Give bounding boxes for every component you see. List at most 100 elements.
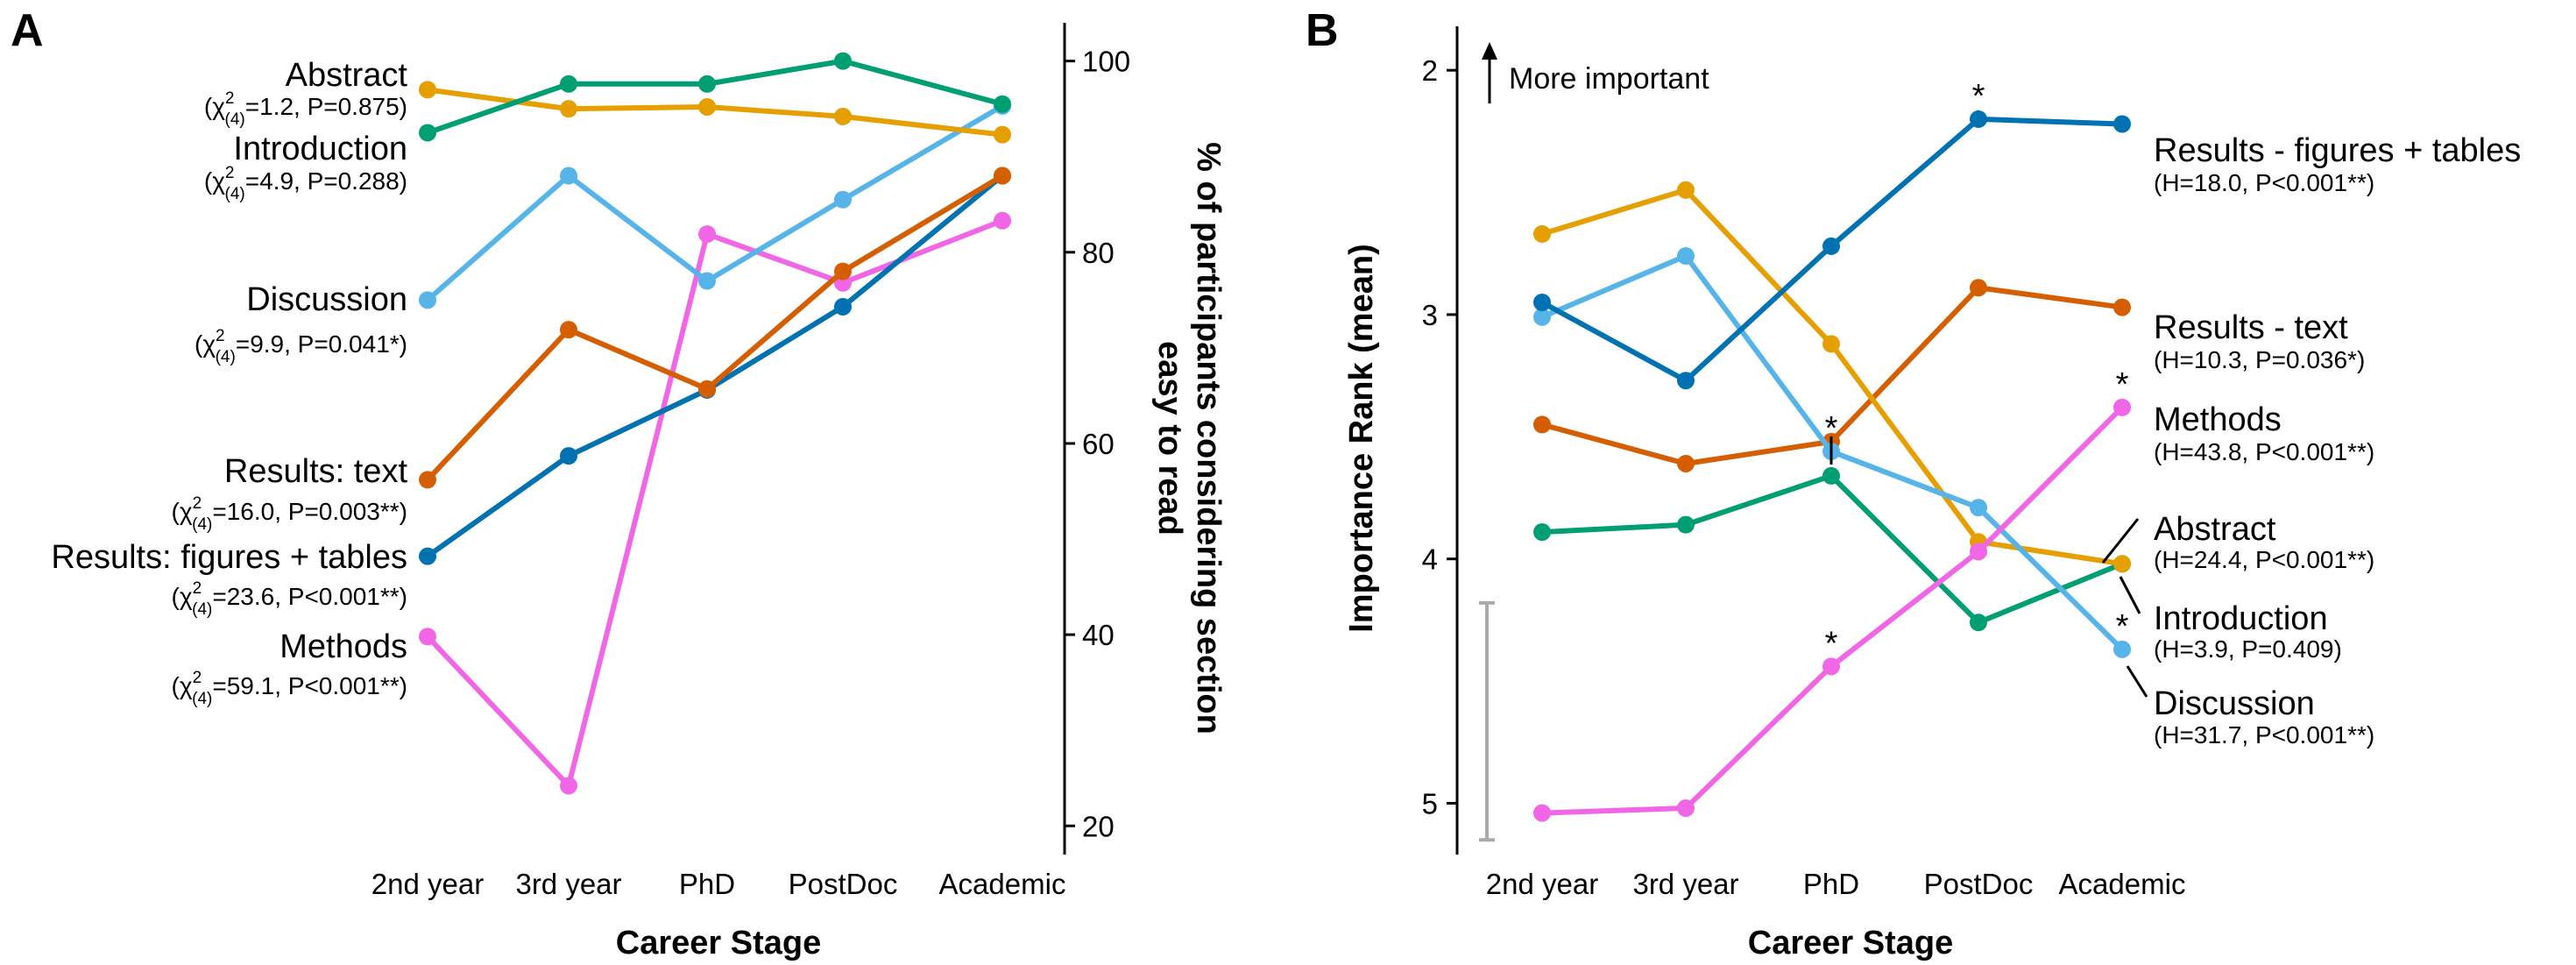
series-a-methods [419,211,1011,795]
significance-star: * [2116,366,2129,403]
data-point [2113,398,2131,416]
data-point [1822,466,1840,485]
data-point [419,628,436,646]
y-tick-label-a: 80 [1082,237,1115,269]
series-stat-b-results-figures-tables: (H=18.0, P<0.001**) [2154,169,2374,196]
data-point [560,447,577,465]
data-point [2113,115,2131,133]
series-stat-b-abstract: (H=24.4, P<0.001**) [2154,546,2374,573]
x-axis-title-b: Career Stage [1748,925,1953,961]
series-stat-a-discussion: (χ2 (4)=9.9, P=0.041*) [195,327,407,366]
data-point [698,380,716,398]
data-point [2113,298,2131,316]
data-point [1533,308,1551,326]
y-tick-label-b: 2 [1422,54,1438,87]
series-stat-a-results-text: (χ2 (4)=16.0, P=0.003**) [172,494,407,534]
y-tick-label-b: 4 [1422,543,1438,576]
data-point [1970,499,1987,517]
series-stat-a-abstract: (χ2 (4)=1.2, P=0.875) [204,89,407,129]
panel-a-letter: A [11,5,44,56]
data-point [1677,372,1695,390]
series-label-b-introduction: Introduction [2154,600,2328,637]
series-line [427,87,1003,138]
data-point [834,107,852,125]
series-label-a-abstract: Abstract [286,57,408,94]
series-label-b-methods: Methods [2154,401,2282,438]
data-point [1533,523,1551,542]
series-a-results-text [419,167,1011,489]
significance-star: * [1972,78,1985,115]
series-a-abstract [419,81,1011,144]
leader-line-introduction [2119,576,2141,614]
series-label-a-discussion: Discussion [246,281,407,318]
y-tick-label-a: 40 [1082,619,1115,651]
series-label-a-introduction: Introduction [233,131,407,167]
arrow-up-icon [1482,42,1497,60]
data-point [419,81,436,99]
data-point [994,125,1011,144]
y-tick-label-a: 20 [1082,810,1115,842]
series-line [426,103,1004,302]
series-label-a-methods: Methods [280,628,407,665]
data-point [698,75,716,93]
data-point [419,471,436,489]
data-point [698,272,716,290]
series-stat-b-discussion: (H=31.7, P<0.001**) [2154,721,2374,749]
y-tick-label-b: 3 [1422,299,1438,331]
series-stat-a-introduction: (χ2 (4)=4.9, P=0.288) [204,164,407,203]
y-tick-label-b: 5 [1422,787,1438,820]
data-point [698,97,716,116]
data-point [1677,454,1695,472]
data-point [419,124,436,142]
y-axis-title-a: % of participants considering sectioneas… [1151,142,1227,734]
data-point [834,297,852,316]
x-tick-label-b: PostDoc [1924,868,2034,900]
data-point [1533,415,1551,434]
series-stat-b-methods: (H=43.8, P<0.001**) [2154,438,2374,465]
series-stat-a-results-figures-tables: (χ2 (4)=23.6, P<0.001**) [172,579,407,619]
x-tick-label-b: 3rd year [1632,868,1738,900]
data-point [560,321,577,339]
data-point [834,262,852,280]
data-point [419,547,436,565]
panel-a-chart: 20 40 60 80 100 2nd year 3rd year PhD PostDoc Aca… [51,23,1227,961]
series-line [425,218,1004,789]
series-label-b-results-text: Results - text [2154,309,2348,346]
arrow-annotation: More important [1509,62,1709,96]
data-point [419,291,436,309]
leader-line-discussion [2126,665,2148,698]
error-bar [1479,600,1495,842]
x-tick-label-b: 2nd year [1486,868,1598,900]
y-axis-title-b: Importance Rank (mean) [1343,244,1380,632]
data-point [1970,110,1987,128]
data-point [1970,614,1987,632]
data-point [1822,237,1840,255]
data-point [1677,515,1695,534]
leader-line-abstract [2101,518,2140,564]
data-point [1533,294,1551,311]
series-line [427,58,1003,136]
series-label-a-results-text: Results: text [224,453,408,490]
data-point [1970,279,1987,297]
series-a-discussion [419,96,1011,309]
x-tick-label-a: 3rd year [515,868,621,900]
data-point [994,95,1011,113]
significance-star: * [1825,410,1838,447]
y-tick-label-a: 100 [1082,46,1130,78]
x-tick-label-a: PostDoc [789,868,898,900]
data-point [1677,799,1695,818]
data-point [560,167,577,185]
data-point [1677,181,1695,199]
significance-star: * [2116,608,2129,645]
data-point [834,190,852,209]
series-stat-b-introduction: (H=3.9, P=0.409) [2154,635,2342,663]
significance-star: * [1825,625,1838,662]
data-point [994,167,1011,185]
series-label-a-results-figures-tables: Results: figures + tables [51,539,407,576]
data-point [1822,657,1840,676]
data-point [834,52,852,70]
series-b-results-figures-tables [1533,110,2131,390]
series-label-b-discussion: Discussion [2154,685,2315,722]
data-point [2113,555,2131,573]
